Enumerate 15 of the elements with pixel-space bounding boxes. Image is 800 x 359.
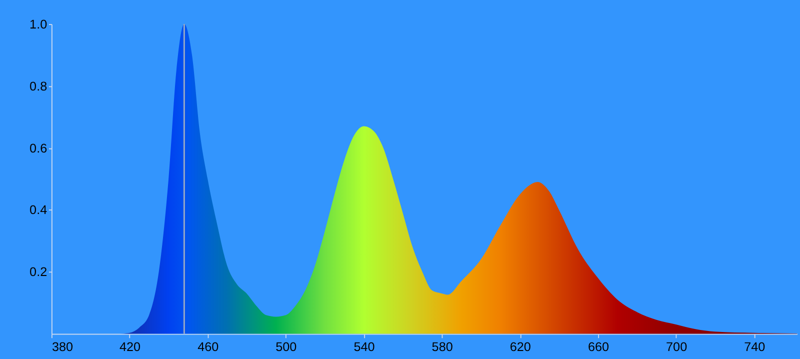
x-tick-label: 460: [198, 340, 219, 354]
y-tick-label: 0.2: [30, 265, 48, 280]
x-tick-label: 740: [744, 340, 766, 354]
y-tick-label: 0.8: [30, 79, 48, 94]
x-tick-label: 700: [666, 340, 688, 354]
x-tick-label: 540: [354, 340, 375, 354]
x-tick-label: 500: [276, 340, 297, 354]
y-tick-label: 0.4: [30, 203, 48, 218]
x-tick-label: 620: [510, 340, 531, 354]
x-tick-label: 420: [119, 340, 141, 354]
y-tick-label: 1.0: [30, 17, 48, 32]
x-tick-label: 380: [52, 340, 73, 354]
y-tick-label: 0.6: [30, 141, 48, 156]
x-tick-label: 580: [432, 340, 453, 354]
x-tick-label: 660: [588, 340, 609, 354]
